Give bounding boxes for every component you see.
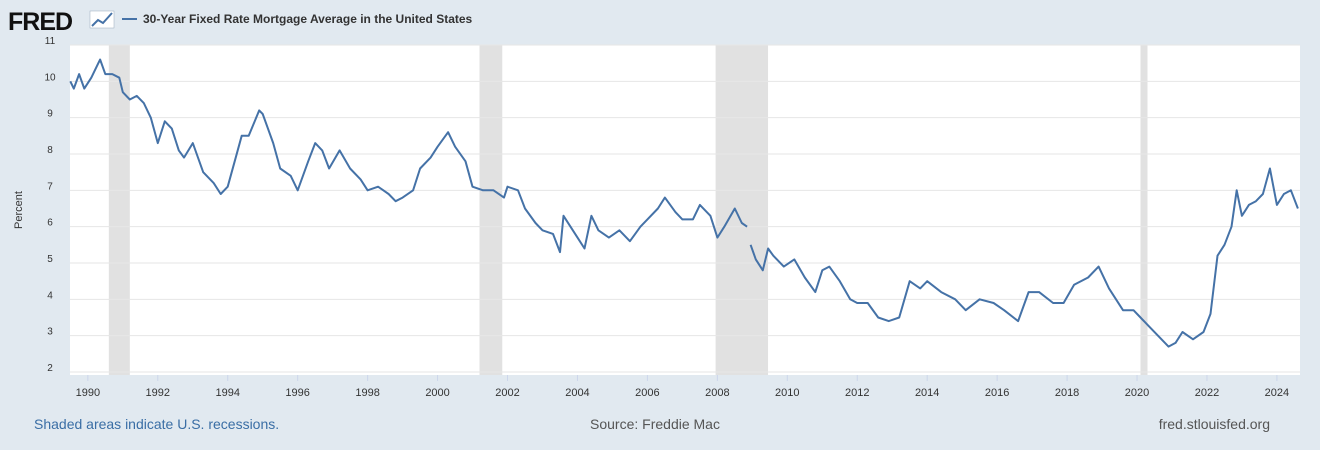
legend-label: 30-Year Fixed Rate Mortgage Average in t…: [143, 12, 473, 26]
recession-band: [1140, 45, 1148, 375]
y-tick-label: 11: [45, 36, 56, 47]
y-tick-label: 6: [47, 218, 53, 229]
x-tick-label: 1992: [146, 387, 170, 399]
recession-band: [108, 45, 130, 375]
recession-note: Shaded areas indicate U.S. recessions.: [34, 416, 279, 432]
y-tick-label: 5: [47, 254, 53, 265]
recession-band: [715, 45, 769, 375]
recession-band: [479, 45, 503, 375]
x-tick-label: 2004: [565, 387, 589, 399]
y-axis-label: Percent: [13, 191, 25, 229]
x-tick-label: 1996: [285, 387, 309, 399]
y-tick-label: 4: [47, 290, 53, 301]
x-tick-label: 2002: [495, 387, 519, 399]
x-tick-label: 2022: [1195, 387, 1219, 399]
logo: FRED: [8, 8, 72, 36]
y-tick-label: 10: [44, 72, 56, 83]
x-tick-label: 1990: [76, 387, 100, 399]
y-tick-label: 8: [47, 145, 53, 156]
x-tick-label: 2010: [775, 387, 799, 399]
y-tick-label: 9: [47, 109, 53, 120]
y-tick-label: 3: [47, 327, 53, 338]
y-tick-label: 7: [47, 181, 53, 192]
x-tick-label: 2014: [915, 387, 939, 399]
plot-area: [70, 45, 1300, 375]
x-tick-label: 2008: [705, 387, 729, 399]
x-tick-label: 2006: [635, 387, 659, 399]
series-line: [69, 58, 1299, 348]
x-tick-label: 1994: [215, 387, 239, 399]
x-tick-label: 2024: [1265, 387, 1289, 399]
site-url: fred.stlouisfed.org: [1159, 416, 1270, 432]
x-tick-label: 1998: [355, 387, 379, 399]
x-tick-label: 2020: [1125, 387, 1149, 399]
source: Source: Freddie Mac: [590, 416, 720, 432]
y-tick-label: 2: [47, 363, 53, 374]
x-tick-label: 2018: [1055, 387, 1079, 399]
x-tick-label: 2012: [845, 387, 869, 399]
logo-icon: [89, 10, 115, 29]
x-tick-label: 2016: [985, 387, 1009, 399]
x-tick-label: 2000: [425, 387, 449, 399]
